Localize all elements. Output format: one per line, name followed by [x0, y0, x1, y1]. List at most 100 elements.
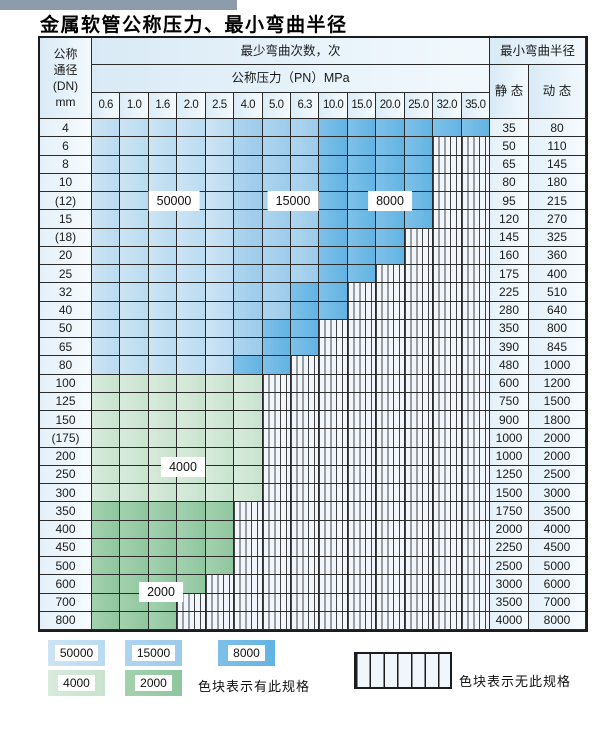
no-spec-cell-20-32.0	[433, 246, 462, 265]
no-spec-cell-400-25.0	[404, 520, 434, 539]
no-spec-cell-500-25.0	[404, 557, 434, 576]
no-spec-cell-25-20.0	[376, 265, 405, 284]
dynamic-radius-8: 145	[529, 155, 586, 174]
no-spec-cell-700-5.0	[262, 593, 291, 612]
no-spec-cell-500-20.0	[376, 557, 405, 576]
spec-cell-25-2.0	[177, 265, 206, 284]
row-dn-250: 250	[40, 465, 92, 484]
spec-cell-125-1.6	[148, 392, 178, 411]
dynamic-radius-80: 1000	[529, 356, 586, 375]
no-spec-cell-600-35.0	[461, 575, 490, 594]
no-spec-cell-125-25.0	[404, 392, 434, 411]
row-dn-32: 32	[40, 283, 92, 302]
spec-cell-65-0.6	[92, 338, 121, 357]
spec-cell-40-0.6	[92, 301, 121, 320]
spec-cell-350-2.0	[177, 502, 206, 521]
spec-cell-(12)-1.0	[120, 192, 149, 211]
spec-cell-8-2.5	[205, 155, 235, 174]
no-spec-cell-500-32.0	[433, 557, 462, 576]
no-spec-cell-250-5.0	[262, 465, 291, 484]
no-spec-cell-50-32.0	[433, 319, 462, 338]
dynamic-radius-10: 180	[529, 173, 586, 192]
row-dn-6: 6	[40, 137, 92, 156]
spec-cell-8-20.0	[376, 155, 405, 174]
no-spec-cell-800-2.0	[177, 611, 206, 630]
corner-header-dn: 公称 通径 (DN) mm	[40, 38, 92, 119]
static-radius-150: 900	[490, 411, 529, 430]
no-spec-cell-80-6.3	[291, 356, 320, 375]
no-spec-cell-32-35.0	[461, 283, 490, 302]
spec-cell-125-2.5	[205, 392, 235, 411]
spec-cell-15-5.0	[262, 210, 291, 229]
no-spec-cell-32-20.0	[376, 283, 405, 302]
dynamic-radius-4: 80	[529, 119, 586, 138]
no-spec-cell-65-25.0	[404, 338, 434, 357]
spec-cell-65-1.0	[120, 338, 149, 357]
no-spec-cell-80-32.0	[433, 356, 462, 375]
no-spec-cell-350-4.0	[234, 502, 263, 521]
no-spec-cell-150-35.0	[461, 411, 490, 430]
no-spec-cell-65-20.0	[376, 338, 405, 357]
no-spec-cell-200-10.0	[319, 447, 348, 466]
spec-cell-10-25.0	[404, 173, 434, 192]
legend-has-spec-note: 色块表示有此规格	[198, 679, 311, 694]
spec-cell-25-15.0	[347, 265, 377, 284]
no-spec-cell-200-25.0	[404, 447, 434, 466]
row-dn-25: 25	[40, 265, 92, 284]
spec-cell-25-10.0	[319, 265, 348, 284]
no-spec-cell-100-32.0	[433, 374, 462, 393]
row-dn-8: 8	[40, 155, 92, 174]
spec-cell-40-2.0	[177, 301, 206, 320]
dynamic-radius-50: 800	[529, 319, 586, 338]
no-spec-cell-700-35.0	[461, 593, 490, 612]
spec-cell-10-6.3	[291, 173, 320, 192]
row-dn-150: 150	[40, 411, 92, 430]
spec-cell-(18)-5.0	[262, 228, 291, 247]
legend-swatch-15000: 15000	[125, 640, 182, 666]
dynamic-radius-400: 4000	[529, 520, 586, 539]
spec-cell-10-20.0	[376, 173, 405, 192]
no-spec-cell-(175)-20.0	[376, 429, 405, 448]
no-spec-cell-600-6.3	[291, 575, 320, 594]
no-spec-cell-450-15.0	[347, 538, 377, 557]
row-dn-40: 40	[40, 301, 92, 320]
static-radius-100: 600	[490, 374, 529, 393]
spec-cell-(18)-20.0	[376, 228, 405, 247]
no-spec-cell-700-10.0	[319, 593, 348, 612]
spec-cell-20-1.6	[148, 246, 178, 265]
no-spec-cell-200-15.0	[347, 447, 377, 466]
no-spec-cell-(175)-35.0	[461, 429, 490, 448]
no-spec-cell-10-35.0	[461, 173, 490, 192]
spec-cell-20-0.6	[92, 246, 121, 265]
spec-cell-4-20.0	[376, 119, 405, 138]
spec-cell-6-0.6	[92, 137, 121, 156]
spec-cell-20-6.3	[291, 246, 320, 265]
legend-swatch-label-50000: 50000	[54, 645, 99, 661]
spec-cell-(18)-4.0	[234, 228, 263, 247]
spec-cell-15-20.0	[376, 210, 405, 229]
spec-cell-25-1.6	[148, 265, 178, 284]
spec-table: 公称 通径 (DN) mm 最少弯曲次数，次 最小弯曲半径 公称压力（PN）MP…	[38, 36, 588, 632]
no-spec-cell-600-5.0	[262, 575, 291, 594]
spec-cell-25-6.3	[291, 265, 320, 284]
no-spec-cell-700-2.0	[177, 593, 206, 612]
spec-cell-(175)-4.0	[234, 429, 263, 448]
spec-cell-8-1.6	[148, 155, 178, 174]
no-spec-cell-80-15.0	[347, 356, 377, 375]
no-spec-cell-700-20.0	[376, 593, 405, 612]
spec-cell-600-2.0	[177, 575, 206, 594]
spec-cell-10-10.0	[319, 173, 348, 192]
no-spec-cell-10-32.0	[433, 173, 462, 192]
spec-cell-100-1.6	[148, 374, 178, 393]
no-spec-cell-450-4.0	[234, 538, 263, 557]
legend-swatch-label-4000: 4000	[58, 675, 95, 691]
spec-cell-40-5.0	[262, 301, 291, 320]
no-spec-cell-50-35.0	[461, 319, 490, 338]
spec-cell-15-1.0	[120, 210, 149, 229]
spec-cell-4-0.6	[92, 119, 121, 138]
no-spec-cell-250-15.0	[347, 465, 377, 484]
no-spec-cell-125-10.0	[319, 392, 348, 411]
row-dn-65: 65	[40, 338, 92, 357]
no-spec-cell-200-6.3	[291, 447, 320, 466]
